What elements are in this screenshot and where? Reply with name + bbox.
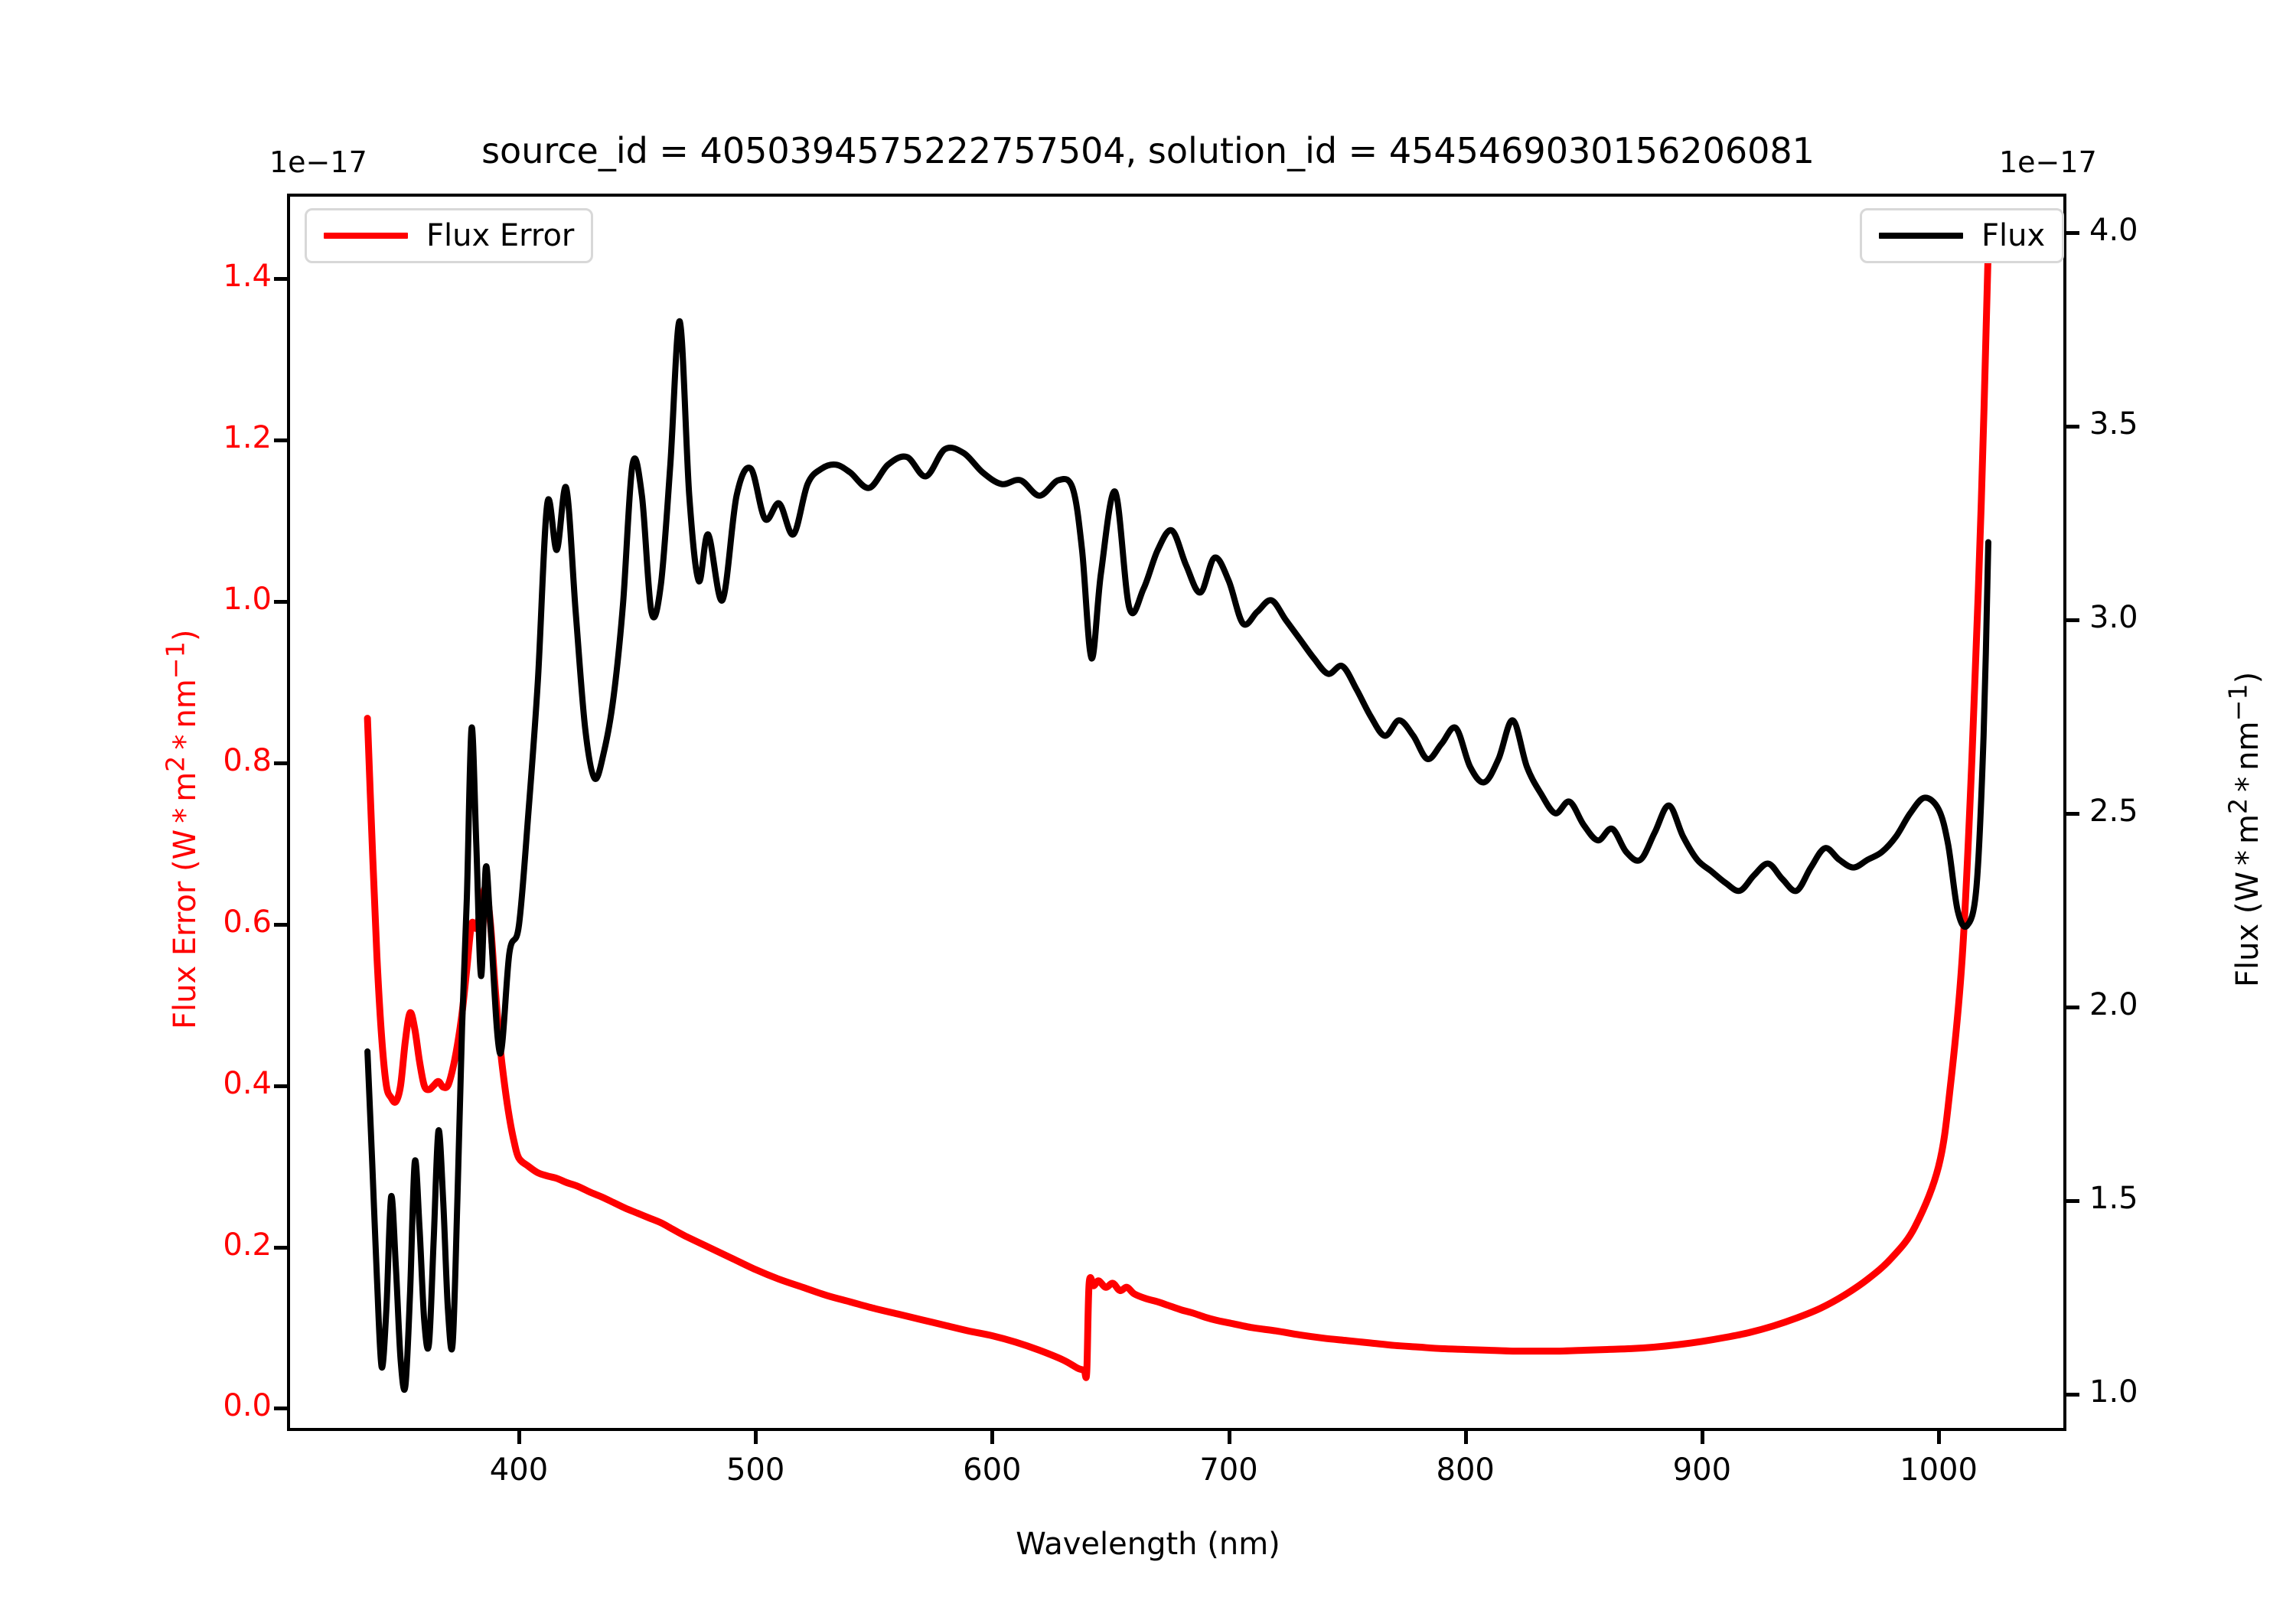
left-tick-mark-0 [274, 1407, 287, 1411]
right-tick-label-6: 4.0 [2089, 212, 2138, 248]
left-tick-label-3: 0.6 [223, 904, 272, 940]
legend-flux[interactable]: Flux [1860, 208, 2065, 263]
left-axis-offset-text: 1e−17 [269, 145, 367, 179]
legend-label-flux-error: Flux Error [426, 218, 575, 253]
left-tick-mark-3 [274, 922, 287, 927]
flux-curve [364, 318, 1991, 1393]
right-tick-label-3: 2.5 [2089, 793, 2138, 829]
y-axis-right-label: Flux (W * m2 * nm−1) [2223, 672, 2265, 987]
x-tick-mark-5 [1700, 1431, 1704, 1444]
spectrum-curves [364, 243, 1992, 1393]
x-tick-mark-1 [754, 1431, 758, 1444]
right-tick-mark-0 [2066, 1392, 2079, 1397]
x-tick-label-1: 500 [726, 1452, 785, 1488]
left-tick-mark-1 [274, 1245, 287, 1250]
left-tick-label-5: 1.0 [223, 581, 272, 617]
left-tick-mark-6 [274, 438, 287, 442]
left-tick-mark-2 [274, 1084, 287, 1088]
legend-line-flux [1879, 233, 1963, 239]
left-tick-label-6: 1.2 [223, 419, 272, 455]
right-tick-label-5: 3.5 [2089, 406, 2138, 442]
left-tick-mark-7 [274, 276, 287, 281]
right-tick-mark-6 [2066, 230, 2079, 235]
right-tick-mark-1 [2066, 1198, 2079, 1203]
right-tick-mark-4 [2066, 618, 2079, 622]
x-tick-label-0: 400 [489, 1452, 549, 1488]
plot-axes-frame [287, 194, 2066, 1431]
left-tick-label-1: 0.2 [223, 1227, 272, 1263]
y-axis-left-label-text: Flux Error (W * m2 * nm−1) [161, 629, 204, 1029]
left-tick-mark-5 [274, 599, 287, 604]
y-axis-left-label: Flux Error (W * m2 * nm−1) [161, 630, 203, 1029]
left-tick-label-0: 0.0 [223, 1388, 272, 1424]
page-title: source_id = 4050394575222757504, solutio… [481, 130, 1815, 171]
x-tick-label-4: 800 [1436, 1452, 1495, 1488]
left-tick-label-7: 1.4 [223, 258, 272, 294]
left-tick-label-4: 0.8 [223, 742, 272, 778]
legend-flux-error[interactable]: Flux Error [305, 208, 594, 263]
right-tick-label-4: 3.0 [2089, 599, 2138, 635]
x-tick-label-5: 900 [1672, 1452, 1732, 1488]
right-tick-mark-3 [2066, 811, 2079, 816]
y-axis-right-label-text: Flux (W * m2 * nm−1) [2223, 671, 2266, 987]
x-tick-mark-3 [1227, 1431, 1231, 1444]
x-tick-mark-2 [990, 1431, 995, 1444]
x-tick-mark-4 [1463, 1431, 1468, 1444]
x-tick-mark-6 [1937, 1431, 1942, 1444]
right-tick-label-2: 2.0 [2089, 986, 2138, 1022]
left-tick-mark-4 [274, 761, 287, 765]
x-tick-label-2: 600 [963, 1452, 1022, 1488]
flux-error-curve [364, 243, 1992, 1381]
right-tick-label-1: 1.5 [2089, 1180, 2138, 1216]
x-tick-label-6: 1000 [1900, 1452, 1978, 1488]
right-tick-mark-2 [2066, 1005, 2079, 1009]
right-tick-mark-5 [2066, 424, 2079, 429]
right-axis-offset-text: 1e−17 [1999, 145, 2097, 179]
x-tick-label-3: 700 [1199, 1452, 1258, 1488]
legend-line-flux-error [324, 233, 408, 239]
x-tick-mark-0 [517, 1431, 521, 1444]
legend-label-flux: Flux [1981, 218, 2046, 253]
x-axis-label: Wavelength (nm) [1016, 1527, 1280, 1562]
right-tick-label-0: 1.0 [2089, 1374, 2138, 1410]
left-tick-label-2: 0.4 [223, 1065, 272, 1101]
